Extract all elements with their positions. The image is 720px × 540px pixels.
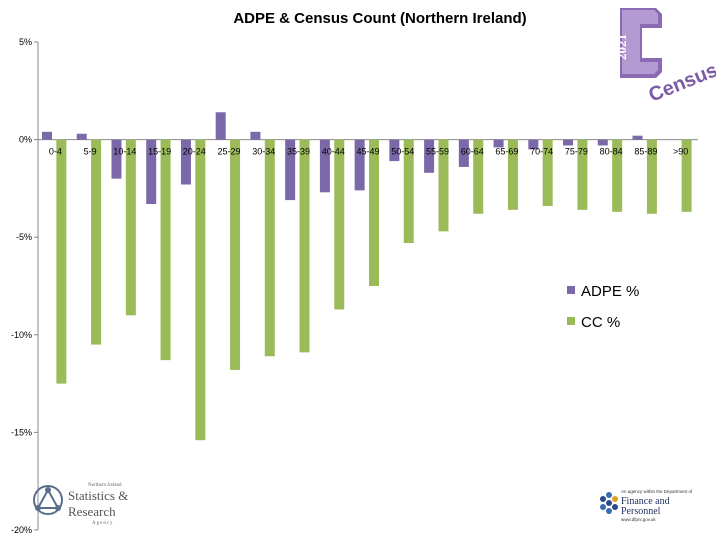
bar-adpe-45-49 xyxy=(354,139,365,191)
bar-adpe-70-74 xyxy=(528,139,539,150)
y-tick-label: 0% xyxy=(19,135,32,145)
x-tick-label: 50-54 xyxy=(391,147,414,157)
census-2021-logo: 2021 Census xyxy=(614,8,716,107)
nisra-logo: Northern Ireland Statistics & Research A… xyxy=(33,483,128,526)
bar-cc-15-19 xyxy=(160,139,171,361)
bar-cc-20-24 xyxy=(195,139,206,441)
bar-adpe-50-54 xyxy=(389,139,400,162)
bar-adpe-20-24 xyxy=(180,139,191,185)
dfp-line2: Finance and xyxy=(621,496,670,507)
bar-adpe-80-84 xyxy=(597,139,608,146)
x-tick-label: 60-64 xyxy=(461,147,484,157)
x-tick-label: 75-79 xyxy=(565,147,588,157)
legend-swatch xyxy=(567,286,575,294)
nisra-line2: Statistics & xyxy=(68,488,128,503)
y-tick-label: -5% xyxy=(16,232,32,242)
x-tick-label: 65-69 xyxy=(495,147,518,157)
legend-label: CC % xyxy=(581,314,620,331)
nisra-line3: Research xyxy=(68,504,116,519)
bar-cc-5-9 xyxy=(91,139,102,345)
bar-adpe-0-4 xyxy=(42,131,52,140)
bar-adpe-55-59 xyxy=(424,139,435,173)
dfp-line3: Personnel xyxy=(621,506,661,517)
chart-legend: ADPE % CC % xyxy=(567,283,639,331)
bar-adpe-35-39 xyxy=(285,139,296,201)
bar-adpe-5-9 xyxy=(76,133,87,140)
nisra-line4: Agency xyxy=(92,521,114,526)
bar-adpe-10-14 xyxy=(111,139,122,179)
x-tick-label: >90 xyxy=(673,147,688,157)
x-tick-label: 85-89 xyxy=(634,147,657,157)
bar-adpe-75-79 xyxy=(563,139,574,146)
bar-adpe-15-19 xyxy=(146,139,157,205)
bar-adpe-65-69 xyxy=(493,139,504,148)
dfp-logo: An agency within the Department of Finan… xyxy=(600,489,693,522)
x-tick-label: 10-14 xyxy=(113,147,136,157)
x-tick-label: 80-84 xyxy=(600,147,623,157)
bar-cc-65-69 xyxy=(507,139,518,210)
dfp-line1: An agency within the Department of xyxy=(621,489,693,494)
bar-adpe-30-34 xyxy=(250,131,261,140)
legend-swatch xyxy=(567,317,575,325)
bar-adpe-60-64 xyxy=(458,139,469,167)
x-tick-label: 45-49 xyxy=(356,147,379,157)
bar-cc-50-54 xyxy=(403,139,414,244)
bar-cc-10-14 xyxy=(125,139,136,316)
census-year-text: 2021 xyxy=(614,34,629,60)
x-tick-label: 40-44 xyxy=(322,147,345,157)
x-tick-label: 25-29 xyxy=(218,147,241,157)
x-tick-labels: 0-4 5-9 10-14 15-19 20-24 25-29 30-34 35-39 40-4… xyxy=(49,147,688,157)
bar-cc-0-4 xyxy=(56,139,67,384)
x-tick-label: 55-59 xyxy=(426,147,449,157)
chart-bars xyxy=(42,112,692,441)
bar-cc-85-89 xyxy=(646,139,657,214)
dfp-line4: www.dfpni.gov.uk xyxy=(621,517,656,522)
bar-cc-70-74 xyxy=(542,139,553,206)
x-tick-label: 15-19 xyxy=(148,147,171,157)
y-tick-label: 5% xyxy=(19,37,32,47)
x-tick-label: 35-39 xyxy=(287,147,310,157)
y-tick-label: -10% xyxy=(11,330,32,340)
bar-cc-45-49 xyxy=(369,139,379,286)
bar-cc-25-29 xyxy=(230,139,241,370)
x-tick-label: 5-9 xyxy=(84,147,97,157)
bar-cc-60-64 xyxy=(473,139,484,214)
y-tick-label: -15% xyxy=(11,427,32,437)
bar-cc-75-79 xyxy=(577,139,588,210)
bar-cc-30-34 xyxy=(264,139,275,357)
bar-cc-35-39 xyxy=(299,139,310,353)
bar-adpe-40-44 xyxy=(319,139,330,193)
bar-cc->90 xyxy=(681,139,692,212)
legend-label: ADPE % xyxy=(581,283,639,300)
chart-title: ADPE & Census Count (Northern Ireland) xyxy=(233,10,527,27)
x-tick-label: 20-24 xyxy=(183,147,206,157)
bar-adpe-25-29 xyxy=(215,112,226,140)
x-tick-label: 30-34 xyxy=(252,147,275,157)
nisra-line1: Northern Ireland xyxy=(88,483,122,488)
bar-adpe-85-89 xyxy=(632,135,643,140)
y-tick-labels: 5% 0% -5% -10% -15% -20% xyxy=(11,37,32,535)
bar-cc-80-84 xyxy=(612,139,623,212)
x-tick-label: 0-4 xyxy=(49,147,62,157)
bar-cc-40-44 xyxy=(334,139,345,310)
y-tick-label: -20% xyxy=(11,525,32,535)
x-tick-label: 70-74 xyxy=(530,147,553,157)
bar-cc-55-59 xyxy=(438,139,449,232)
